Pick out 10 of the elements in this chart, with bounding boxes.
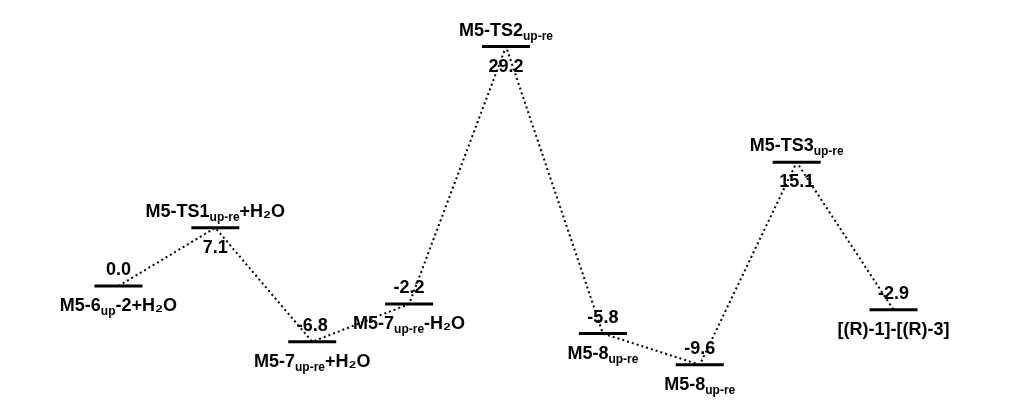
data-label: 15.1 bbox=[779, 171, 815, 192]
data-label: -5.8 bbox=[587, 306, 619, 327]
data-label: -9.6 bbox=[684, 337, 716, 358]
data-label: -2.9 bbox=[878, 282, 910, 303]
data-label: 0.0 bbox=[105, 258, 131, 279]
data-label: -6.8 bbox=[296, 314, 328, 335]
data-label: 29.2 bbox=[488, 55, 524, 76]
data-label: -2.2 bbox=[393, 277, 425, 298]
x-tick-label: [(R)-1]-[(R)-3] bbox=[837, 318, 950, 339]
data-label: 7.1 bbox=[202, 236, 228, 257]
